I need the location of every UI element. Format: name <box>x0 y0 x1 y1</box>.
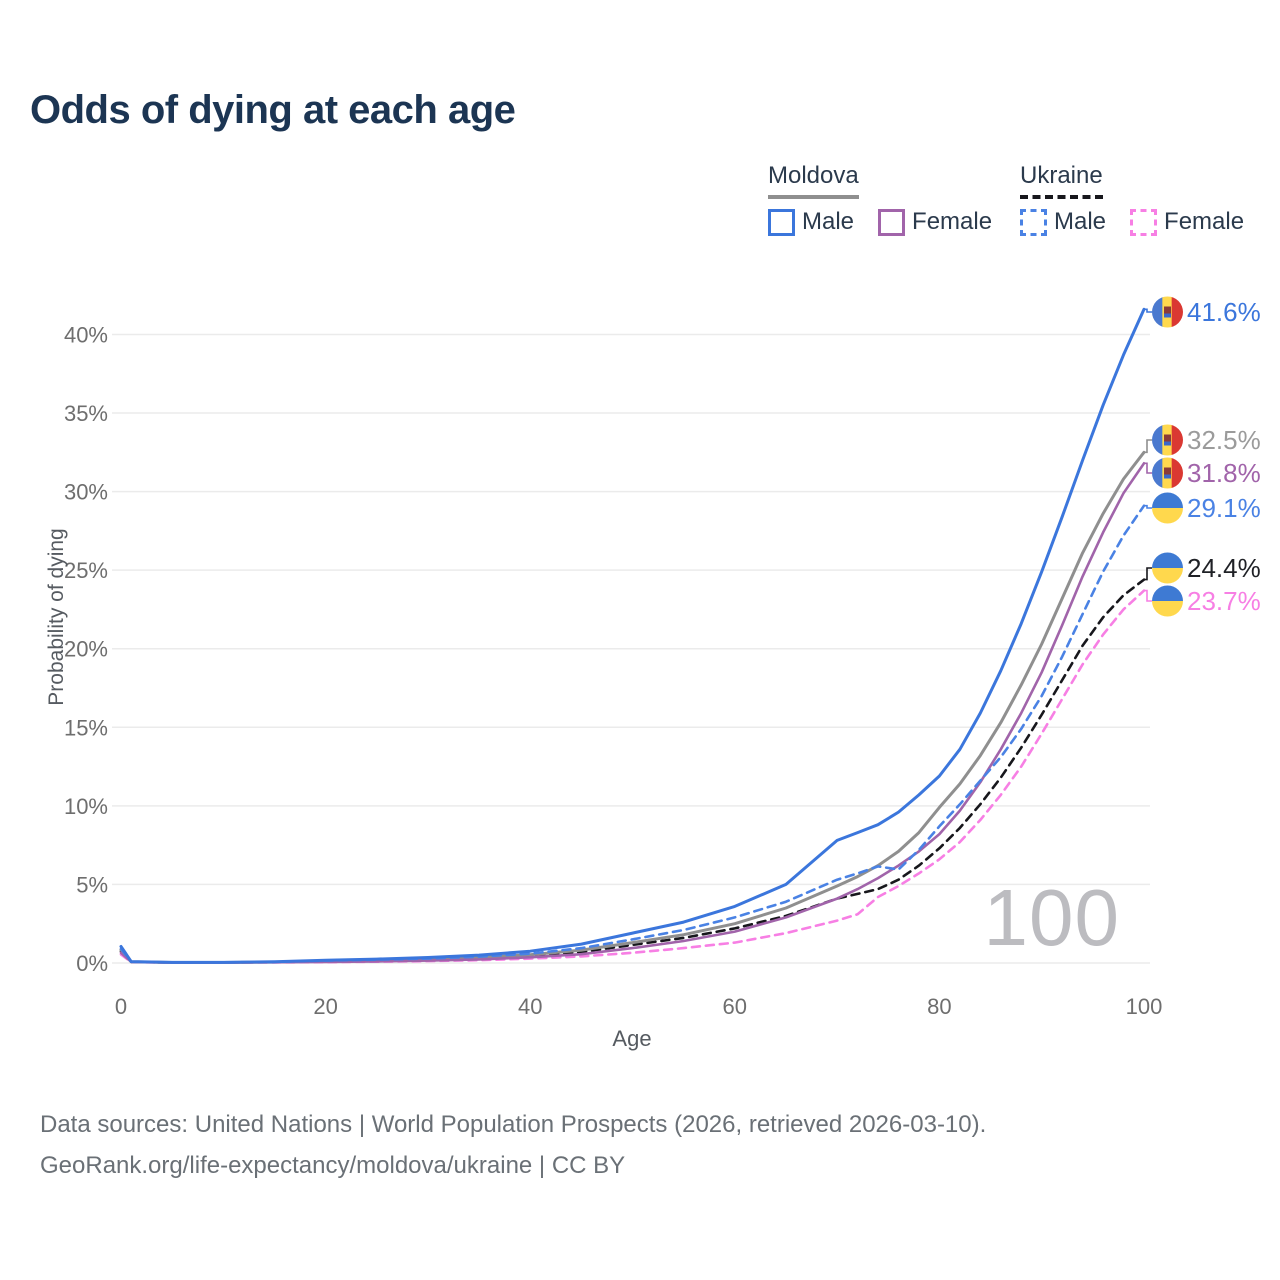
end-label-leader <box>1144 589 1152 602</box>
end-value-label-ukraine-male: 29.1% <box>1187 493 1261 523</box>
end-value-label-moldova-female: 31.8% <box>1187 458 1261 488</box>
ukraine-flag-icon <box>1152 552 1183 584</box>
moldova-flag-icon <box>1152 296 1183 328</box>
end-value-label-moldova-both-sexes: 32.5% <box>1187 425 1261 455</box>
footer: Data sources: United Nations | World Pop… <box>40 1104 986 1186</box>
moldova-flag-icon <box>1152 424 1183 456</box>
x-tick-label: 100 <box>1126 994 1163 1019</box>
end-value-label-ukraine-female: 23.7% <box>1187 586 1261 616</box>
y-tick-label: 10% <box>64 794 108 819</box>
legend-group-ukraine: Ukraine Male Female <box>1020 162 1268 236</box>
y-tick-label: 40% <box>64 322 108 347</box>
ukraine-male-swatch-icon <box>1020 208 1047 236</box>
legend-item-moldova-female[interactable]: Female <box>878 208 992 236</box>
series-line-moldova-male[interactable] <box>119 307 1146 964</box>
y-axis-title: Probability of dying <box>45 528 68 706</box>
x-tick-label: 80 <box>927 994 951 1019</box>
legend-item-moldova-male[interactable]: Male <box>768 208 854 236</box>
ukraine-flag-icon <box>1152 492 1183 524</box>
x-axis-title: Age <box>612 1026 652 1051</box>
x-tick-label: 0 <box>115 994 127 1019</box>
y-tick-label: 25% <box>64 558 108 583</box>
legend-item-label: Male <box>1054 208 1107 235</box>
y-tick-label: 30% <box>64 480 108 505</box>
ukraine-female-swatch-icon <box>1130 208 1158 236</box>
end-label-leader <box>1144 462 1152 474</box>
legend-item-label: Male <box>802 208 855 235</box>
y-tick-label: 20% <box>64 637 108 662</box>
moldova-female-swatch-icon <box>878 208 906 236</box>
watermark-age-100: 100 <box>983 873 1120 962</box>
end-label-leader <box>1144 439 1152 454</box>
moldova-flag-icon <box>1152 457 1183 489</box>
end-value-label-ukraine-both-sexes: 24.4% <box>1187 553 1261 583</box>
legend-item-label: Female <box>912 208 993 235</box>
moldova-male-swatch-icon <box>768 208 795 236</box>
legend-country-ukraine: Ukraine <box>1020 162 1103 199</box>
y-tick-label: 5% <box>76 872 108 897</box>
end-label-leader <box>1144 308 1152 313</box>
legend-group-moldova: Moldova Male Female <box>768 162 1016 236</box>
legend-item-ukraine-male[interactable]: Male <box>1020 208 1106 236</box>
series-line-ukraine-female[interactable] <box>119 589 1146 965</box>
end-value-label-moldova-male: 41.6% <box>1187 297 1261 327</box>
x-tick-label: 20 <box>313 994 337 1019</box>
end-label-leader <box>1144 504 1152 509</box>
y-tick-label: 35% <box>64 401 108 426</box>
legend-item-ukraine-female[interactable]: Female <box>1130 208 1244 236</box>
x-tick-label: 60 <box>723 994 747 1019</box>
end-label-leader <box>1144 567 1152 581</box>
legend-item-label: Female <box>1164 208 1245 235</box>
chart-title: Odds of dying at each age <box>30 88 516 132</box>
y-tick-label: 15% <box>64 715 108 740</box>
legend-country-moldova: Moldova <box>768 162 859 199</box>
ukraine-flag-icon <box>1152 585 1183 617</box>
y-tick-label: 0% <box>76 951 108 976</box>
footer-sources-line: Data sources: United Nations | World Pop… <box>40 1111 987 1138</box>
footer-attribution-line: GeoRank.org/life-expectancy/moldova/ukra… <box>40 1152 626 1179</box>
x-tick-label: 40 <box>518 994 542 1019</box>
